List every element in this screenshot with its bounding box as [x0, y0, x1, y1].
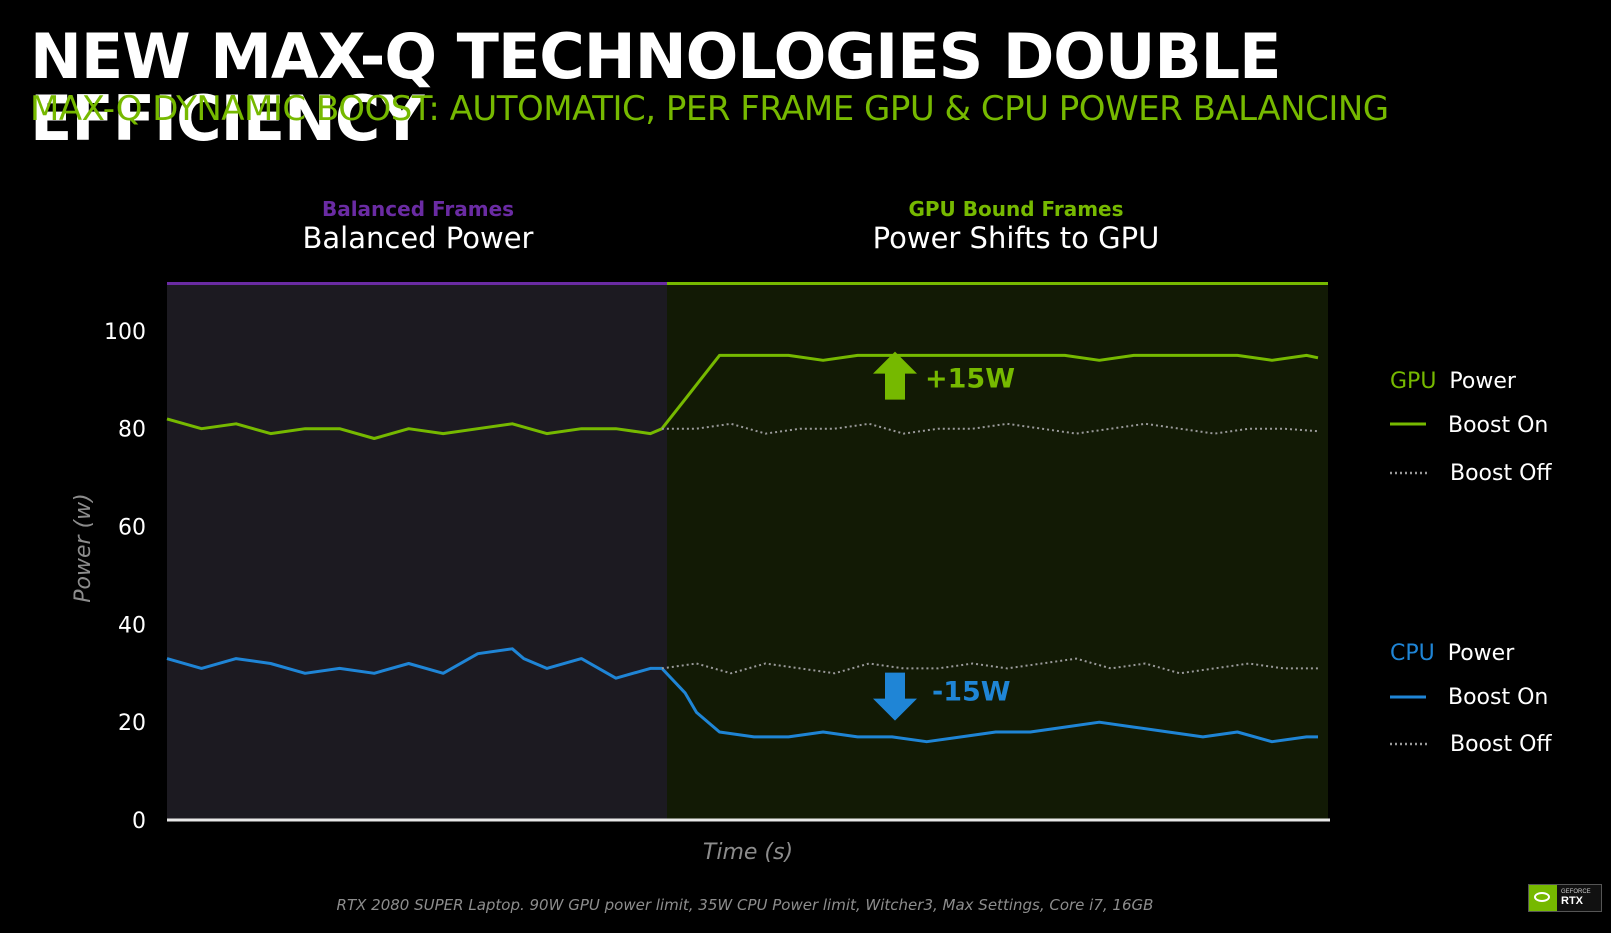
legend-gpu-boost-on-label: Boost On: [1448, 413, 1548, 438]
cpu-boost-off-line: [661, 657, 1318, 675]
gpu-increase-annotation: +15W: [873, 351, 1015, 400]
legend-gpu-boost-off-label: Boost Off: [1450, 461, 1552, 486]
y-tick-label: 80: [118, 418, 146, 443]
region-gpu-bound-label: Power Shifts to GPU: [873, 221, 1160, 255]
y-tick-label: 100: [104, 320, 146, 345]
region-balanced-label: Balanced Power: [303, 221, 534, 255]
y-tick-label: 0: [132, 809, 146, 834]
cpu-boost-on-line: [166, 647, 1318, 744]
badge-small-text: GEFORCE: [1561, 888, 1591, 895]
legend-cpu-boost-on-label: Boost On: [1448, 685, 1548, 710]
legend-cpu-group: CPU: [1390, 641, 1435, 666]
region-balanced-top-label: Balanced Frames: [322, 197, 514, 221]
gpu-boost-on-line: [166, 353, 1319, 440]
geforce-rtx-badge: GEFORCE RTX: [1528, 884, 1602, 912]
badge-large-text: RTX: [1561, 894, 1583, 907]
legend-gpu: GPU Power Boost On Boost Off: [1390, 369, 1552, 486]
legend-gpu-group: GPU: [1390, 369, 1436, 394]
legend-cpu-boost-off-label: Boost Off: [1450, 732, 1552, 757]
up-arrow-icon: [873, 351, 917, 400]
gpu-delta-label: +15W: [925, 364, 1015, 395]
region-gpu-bound-top-label: GPU Bound Frames: [908, 197, 1123, 221]
svg-text:GPU Power: GPU Power: [1390, 369, 1517, 394]
y-tick-label: 60: [118, 516, 146, 541]
region-gpu-bound-background: [667, 282, 1328, 820]
gpu-boost-off-line: [661, 422, 1319, 435]
region-balanced-background: [167, 282, 667, 820]
slide-subtitle: MAX-Q DYNAMIC BOOST: AUTOMATIC, PER FRAM…: [30, 89, 1389, 129]
x-axis-label: Time (s): [703, 840, 793, 865]
y-tick-label: 20: [118, 711, 146, 736]
svg-text:CPU Power: CPU Power: [1390, 641, 1515, 666]
slide-title: NEW MAX-Q TECHNOLOGIES DOUBLE EFFICIENCY: [30, 20, 1281, 155]
footnote: RTX 2080 SUPER Laptop. 90W GPU power lim…: [336, 896, 1154, 914]
cpu-decrease-annotation: -15W: [873, 672, 1011, 721]
cpu-delta-label: -15W: [932, 677, 1011, 708]
nvidia-eye-icon: [1529, 885, 1557, 911]
legend-cpu: CPU Power Boost On Boost Off: [1390, 641, 1552, 757]
down-arrow-icon: [873, 672, 917, 721]
y-tick-label: 40: [118, 613, 146, 638]
legend-cpu-suffix: Power: [1448, 641, 1515, 666]
y-axis-label: Power (w): [71, 493, 96, 602]
legend-gpu-suffix: Power: [1449, 369, 1516, 394]
